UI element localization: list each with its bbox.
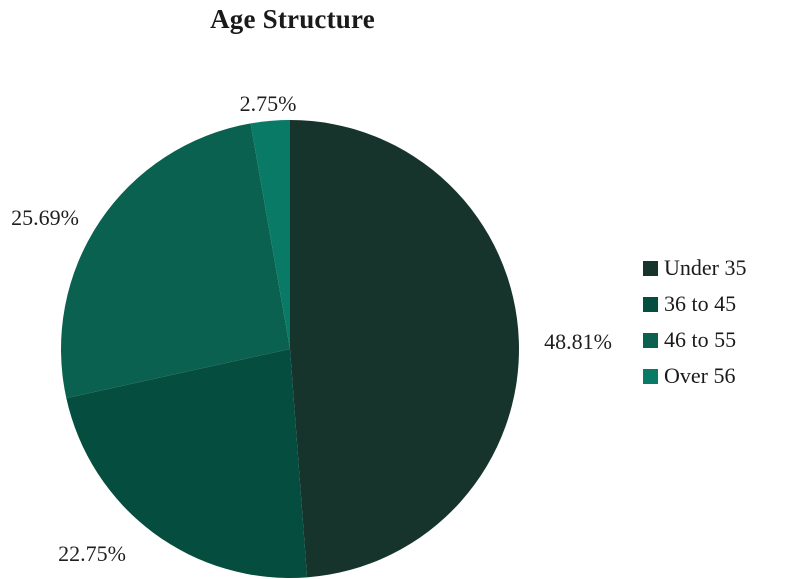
legend-label-under-35: Under 35 [664, 255, 747, 280]
legend-label-46-to-55: 46 to 55 [664, 327, 737, 352]
pie-slice-under-35 [290, 120, 520, 578]
legend-swatch-over-56 [643, 368, 658, 384]
legend-item-36-to-45: 36 to 45 [643, 286, 746, 322]
legend-swatch-under-35 [643, 260, 658, 276]
pie-slice-46-to-55 [60, 123, 291, 399]
legend-item-46-to-55: 46 to 55 [643, 322, 746, 358]
slice-label-under-35: 48.81% [544, 329, 612, 354]
legend: Under 35 36 to 45 46 to 55 Over 56 [643, 250, 746, 394]
slice-label-36-to-45: 22.75% [58, 541, 126, 566]
legend-label-over-56: Over 56 [664, 363, 736, 388]
legend-item-under-35: Under 35 [643, 250, 746, 286]
legend-swatch-46-to-55 [643, 332, 658, 348]
legend-swatch-36-to-45 [643, 296, 658, 312]
pie-slice-36-to-45 [66, 349, 308, 578]
slice-label-over-56: 2.75% [240, 91, 297, 116]
legend-label-36-to-45: 36 to 45 [664, 291, 737, 316]
pie-slices [60, 120, 520, 578]
chart-title: Age Structure [210, 4, 375, 34]
pie-slice-over-56 [250, 120, 290, 349]
pie-labels: 48.81% 22.75% 25.69% 2.75% [11, 91, 612, 566]
legend-item-over-56: Over 56 [643, 358, 746, 394]
slice-label-46-to-55: 25.69% [11, 205, 79, 230]
